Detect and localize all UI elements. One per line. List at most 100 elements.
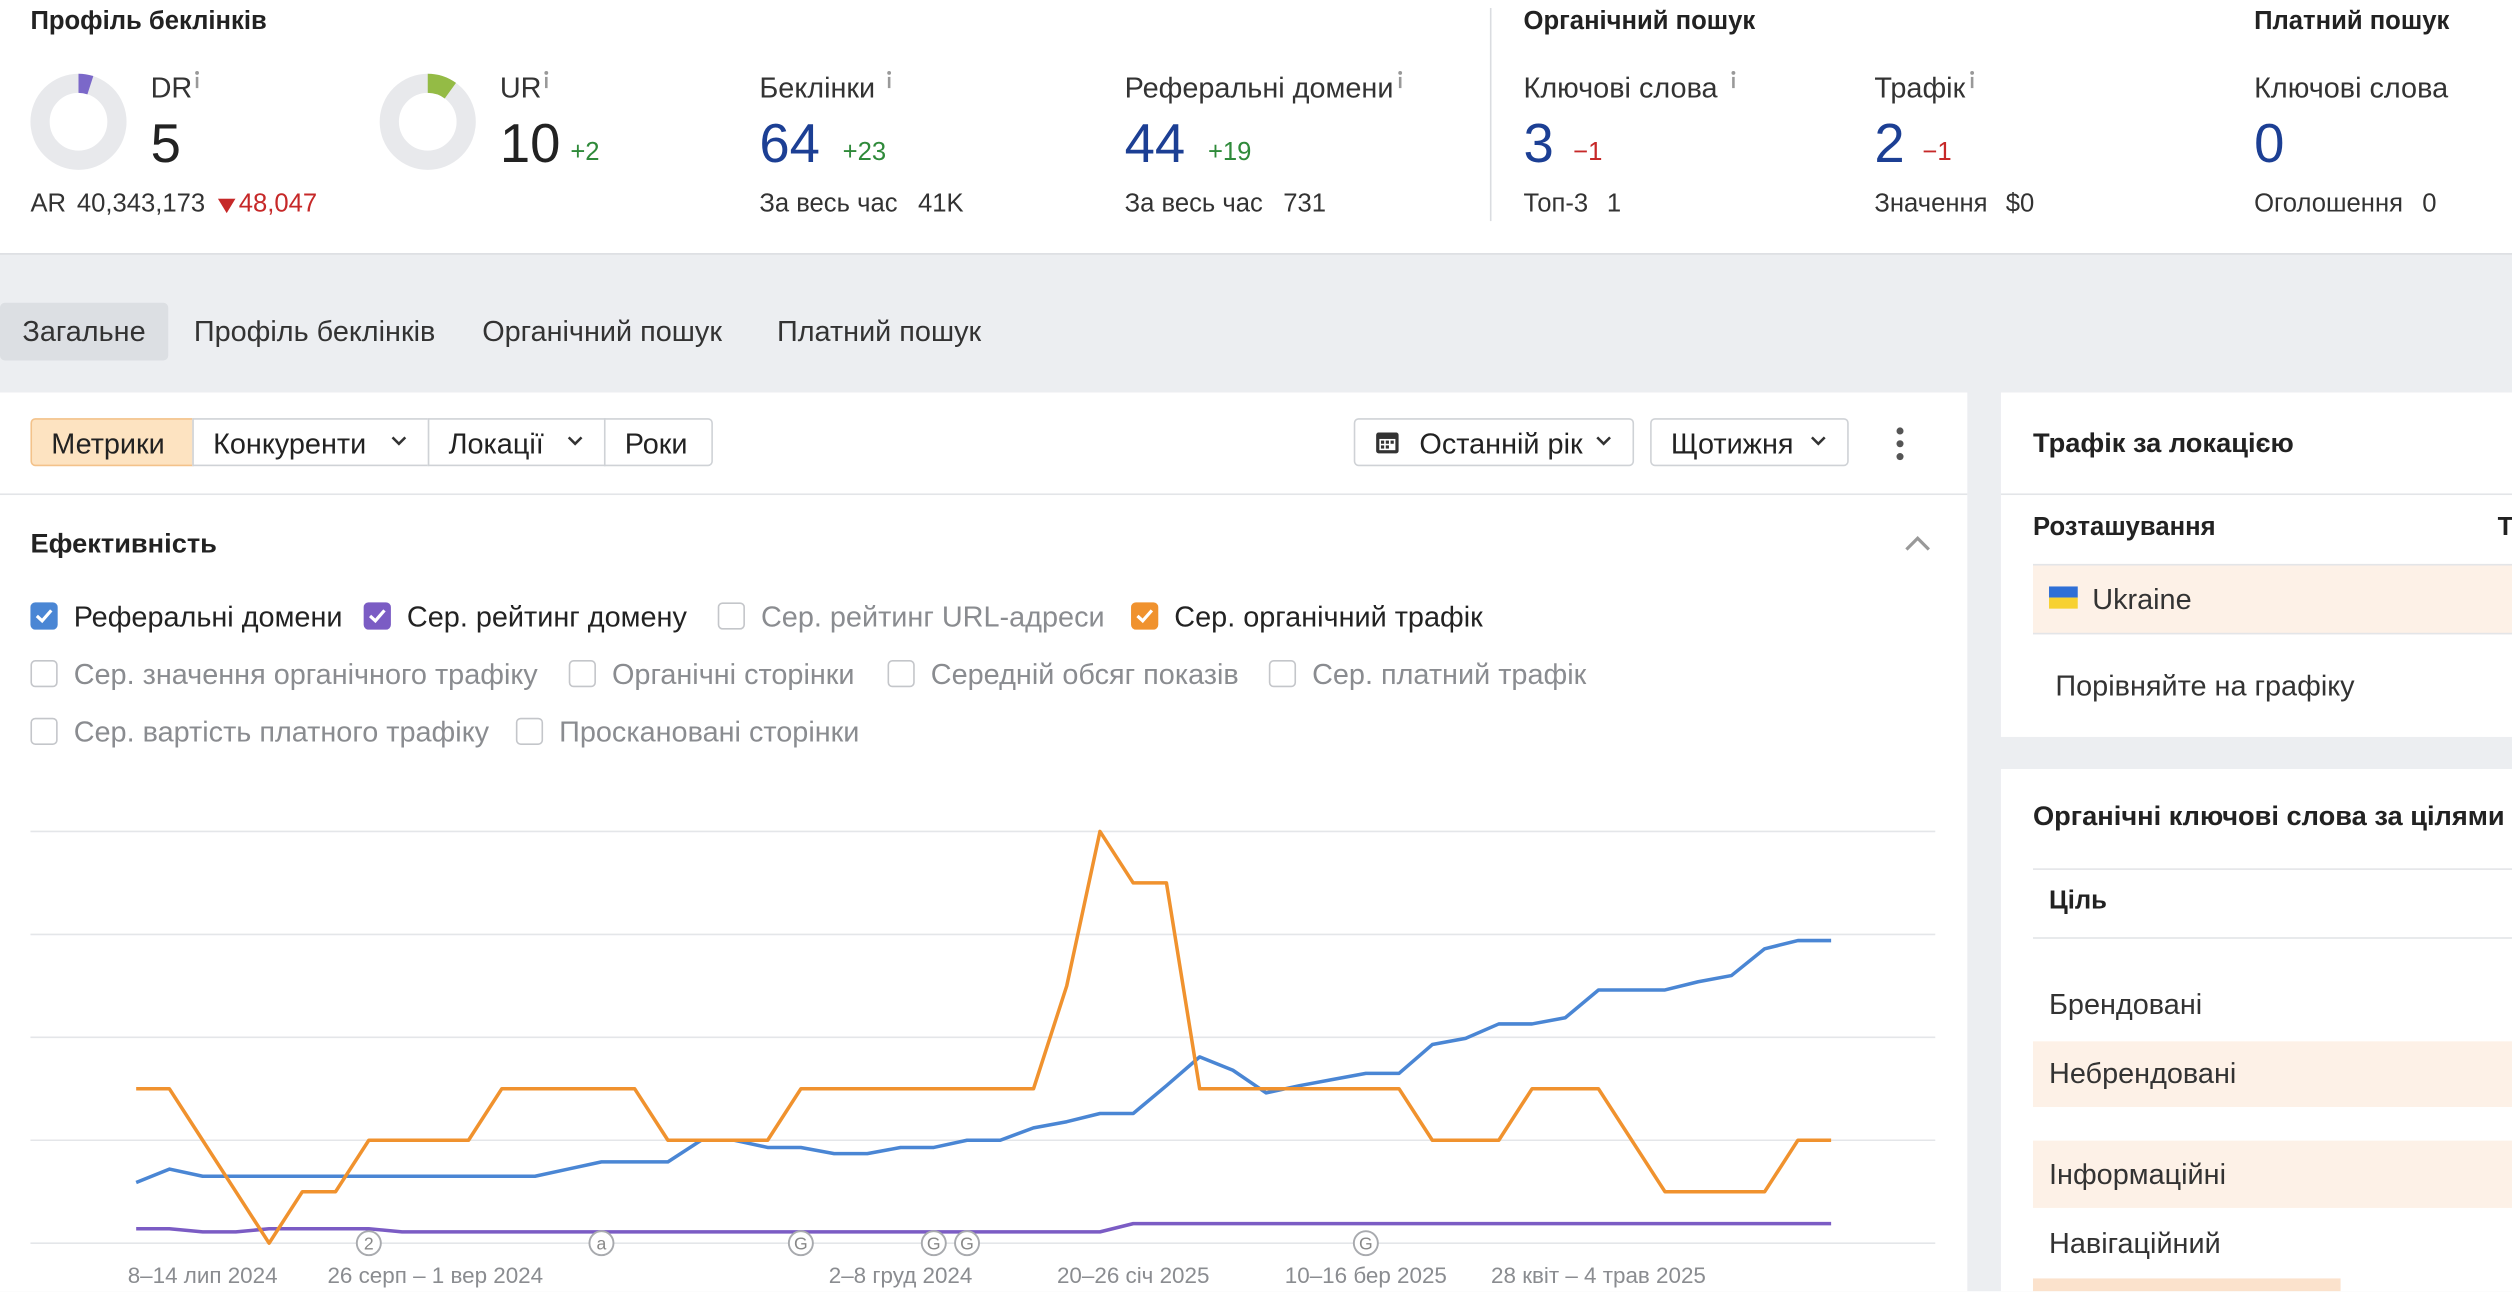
divider: [0, 493, 1968, 496]
metric-label: UR: [499, 72, 542, 105]
option-label: Сер. значення органічного трафіку: [73, 658, 538, 691]
ar-label: AR: [30, 190, 67, 218]
info-icon: [1398, 70, 1403, 89]
event-marker: [1352, 1230, 1379, 1257]
tab[interactable]: Платний пошук: [776, 315, 982, 348]
sub-value: 0: [2422, 190, 2437, 218]
option-label: Сер. платний трафік: [1312, 658, 1587, 691]
sub-value: 1: [1606, 190, 1622, 218]
section-title: Платний пошук: [2254, 8, 2450, 36]
tab[interactable]: Загальне: [22, 315, 146, 348]
option-label: Середній обсяг показів: [930, 658, 1239, 691]
checkbox[interactable]: [363, 602, 391, 630]
divider: [2032, 937, 2512, 939]
panel-title: Трафік за локацією: [2032, 427, 2294, 459]
metric-label: Реферальні домени: [1124, 72, 1394, 105]
gauge-arc: [379, 73, 476, 170]
metric-change: −1: [1922, 139, 1952, 167]
metric-value: 44: [1124, 113, 1186, 175]
checkbox[interactable]: [1268, 660, 1297, 688]
compare-link[interactable]: Порівняйте на графіку: [2055, 669, 2355, 702]
gauge-track: [379, 73, 476, 170]
row-highlight: [2032, 1140, 2512, 1208]
option-label: Проскановані сторінки: [559, 716, 860, 749]
down-arrow: [217, 198, 236, 214]
info-dot: [1970, 70, 1975, 75]
sub-value: $0: [2005, 190, 2035, 218]
x-tick-label: 10–16 бер 2025: [1285, 1263, 1447, 1288]
info-stem: [887, 76, 891, 89]
event-marker: [355, 1230, 382, 1257]
checkbox[interactable]: [515, 717, 544, 745]
panel-title: Ефективність: [30, 528, 217, 560]
checkbox[interactable]: [30, 717, 58, 745]
column-header: Т: [2497, 514, 2512, 542]
check-mark: [368, 609, 386, 624]
metric-value: 10: [499, 113, 561, 175]
checkbox[interactable]: [30, 660, 58, 688]
chevron: [1596, 436, 1611, 446]
option-label: Органічні сторінки: [611, 658, 855, 691]
check-mark: [35, 609, 53, 624]
option-label: Сер. рейтинг URL-адреси: [760, 600, 1105, 633]
checkbox[interactable]: [568, 660, 596, 688]
metric-change: +2: [570, 139, 600, 167]
divider: [2032, 632, 2512, 635]
divider: [1489, 8, 1492, 222]
collapse-icon[interactable]: [1905, 535, 1931, 551]
event-marker-label: G: [794, 1234, 808, 1254]
check-path: [35, 609, 53, 624]
more-menu[interactable]: [1894, 426, 1907, 461]
check-path: [1136, 609, 1154, 624]
sub-label: Оголошення: [2254, 190, 2404, 218]
tab[interactable]: Органічний пошук: [482, 315, 722, 348]
metric-label: Трафік: [1874, 72, 1966, 105]
chevron: [1811, 436, 1826, 446]
column-header: Розташування: [2032, 514, 2216, 542]
divider: [2000, 493, 2512, 496]
metric-value: 5: [150, 113, 181, 175]
info-icon: [1731, 70, 1736, 89]
checkbox[interactable]: [30, 602, 58, 630]
metric-value: 3: [1523, 113, 1554, 175]
checkbox[interactable]: [717, 602, 745, 630]
metric-label: Беклінки: [759, 72, 876, 105]
location-name[interactable]: Ukraine: [2092, 583, 2192, 616]
period-dropdown[interactable]: Останній рік: [1353, 418, 1635, 467]
tab-button[interactable]: Роки: [603, 418, 713, 467]
sub-label: Значення: [1874, 190, 1988, 218]
check-path: [368, 609, 386, 624]
chevron: [567, 436, 583, 446]
flag-icon: [2049, 586, 2078, 609]
metric-change: +23: [842, 139, 887, 167]
intent-row: Навігаційний: [2049, 1227, 2221, 1260]
section-title: Органічний пошук: [1523, 8, 1756, 36]
tab-button[interactable]: Метрики: [30, 418, 194, 467]
x-tick-label: 28 квіт – 4 трав 2025: [1491, 1263, 1706, 1288]
sub-label: Топ-3: [1523, 190, 1589, 218]
intent-row: Небрендовані: [2049, 1057, 2237, 1090]
option-label: Сер. вартість платного трафіку: [73, 716, 490, 749]
tab[interactable]: Профіль беклінків: [193, 315, 436, 348]
event-marker-label: 2: [364, 1234, 374, 1254]
legend-label: Сер. рейтинг домену: [406, 600, 687, 633]
event-marker-label: G: [1359, 1234, 1373, 1254]
check-mark: [1136, 609, 1154, 624]
info-stem: [195, 76, 199, 89]
intent-row: Інформаційні: [2049, 1158, 2226, 1191]
sub-value: 731: [1283, 190, 1327, 218]
legend-label: Реферальні домени: [73, 600, 343, 633]
column-header: Ціль: [2049, 887, 2107, 915]
header: [0, 0, 2512, 255]
info-dot: [1398, 70, 1403, 75]
checkbox[interactable]: [1131, 602, 1159, 630]
gauge-track: [30, 73, 127, 170]
checkbox[interactable]: [887, 660, 915, 688]
info-icon: [544, 70, 549, 89]
metric-label: Ключові слова: [2254, 72, 2449, 105]
info-stem: [1398, 76, 1402, 89]
panel-title: Органічні ключові слова за цілями: [2032, 801, 2505, 832]
dropdown[interactable]: Локації: [427, 418, 606, 467]
